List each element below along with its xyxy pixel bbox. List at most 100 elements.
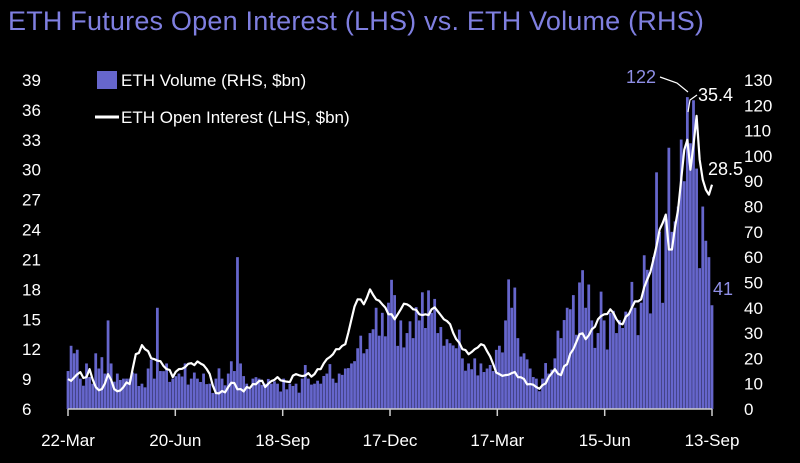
volume-bar	[470, 369, 474, 409]
volume-bar	[534, 378, 538, 409]
volume-bar	[91, 383, 95, 409]
volume-bar	[168, 381, 172, 409]
volume-bar	[399, 320, 403, 409]
volume-bar	[704, 240, 708, 409]
volume-bar	[553, 358, 557, 409]
x-axis-tick-label: 17-Mar	[470, 431, 524, 450]
volume-bar	[612, 310, 615, 409]
volume-bar	[698, 268, 702, 409]
volume-bar	[584, 307, 588, 409]
volume-bar	[433, 298, 437, 409]
left-axis-tick: 24	[22, 221, 41, 240]
volume-bar	[82, 385, 85, 409]
volume-bar	[494, 349, 498, 409]
volume-bar	[402, 347, 406, 409]
volume-bar	[648, 313, 652, 409]
volume-bar	[679, 139, 683, 409]
legend: ETH Volume (RHS, $bn) ETH Open Interest …	[95, 71, 350, 127]
volume-bar	[658, 231, 661, 409]
volume-bar	[504, 320, 507, 409]
x-axis-tick-label: 20-Jun	[149, 431, 201, 450]
volume-bar	[263, 383, 267, 409]
volume-bar	[159, 371, 162, 409]
volume-bar	[485, 368, 489, 409]
volume-bar	[556, 330, 560, 409]
volume-last-label: 41	[713, 279, 733, 299]
volume-bar	[550, 369, 554, 409]
x-axis-tick-label: 13-Sep	[685, 431, 740, 450]
volume-bar	[445, 339, 449, 409]
volume-bar	[328, 364, 332, 409]
volume-bar	[217, 368, 221, 409]
volume-bar	[146, 368, 150, 409]
volume-bar	[208, 383, 212, 409]
volume-bar	[491, 371, 495, 409]
volume-bar	[571, 295, 575, 409]
volume-bar	[427, 290, 430, 409]
volume-bar	[125, 378, 128, 409]
x-axis-tick-label: 15-Jun	[579, 431, 631, 450]
volume-bar	[630, 281, 634, 409]
volume-bar	[701, 206, 705, 409]
volume-bar	[288, 383, 292, 409]
volume-bar	[112, 381, 116, 409]
right-axis-tick: 110	[744, 122, 771, 141]
volume-bar	[162, 371, 165, 409]
volume-bar	[109, 363, 113, 409]
left-axis-ticks: 39 36 33 30 27 24 21 18 15 12 9 6	[22, 71, 41, 419]
right-axis-tick: 50	[744, 274, 763, 293]
volume-bar	[501, 352, 504, 409]
volume-bar	[202, 373, 205, 409]
volume-bar	[180, 376, 184, 409]
volume-bar	[165, 363, 168, 409]
left-axis-tick: 15	[22, 310, 41, 329]
volume-bar	[75, 349, 79, 409]
left-axis-tick: 12	[22, 340, 41, 359]
volume-bar	[531, 377, 535, 409]
legend-oi-label: ETH Open Interest (LHS, $bn)	[121, 108, 350, 127]
volume-bar	[538, 391, 541, 409]
volume-bar	[149, 359, 153, 409]
volume-bar	[624, 311, 628, 409]
volume-bar	[152, 378, 156, 409]
volume-bar	[285, 389, 289, 409]
volume-bar	[100, 357, 104, 409]
volume-bar	[316, 380, 319, 409]
left-axis-tick: 36	[22, 101, 41, 120]
volume-bar	[519, 356, 523, 409]
volume-bar	[233, 371, 236, 409]
x-axis-tick-label: 18-Sep	[255, 431, 310, 450]
volume-bar	[710, 305, 714, 409]
volume-bar	[137, 385, 141, 409]
volume-bar	[528, 368, 532, 409]
volume-bar	[673, 221, 677, 409]
volume-bar	[457, 329, 461, 409]
volume-bar	[322, 375, 326, 409]
volume-bar	[192, 372, 196, 409]
volume-bar	[273, 381, 276, 409]
volume-bar	[645, 269, 649, 409]
volume-bar	[282, 378, 286, 409]
volume-bar	[248, 389, 252, 409]
volume-bar	[276, 383, 279, 409]
volume-bar	[245, 383, 249, 409]
volume-bar	[636, 335, 640, 409]
volume-bar	[310, 384, 313, 409]
right-axis-tick: 10	[744, 375, 763, 394]
volume-bar	[380, 312, 384, 409]
volume-bar	[439, 327, 443, 409]
volume-bar	[279, 391, 282, 409]
right-axis-tick: 120	[744, 96, 772, 115]
volume-bar	[633, 307, 637, 409]
volume-bar	[655, 172, 658, 409]
volume-bar	[128, 378, 132, 409]
volume-bar	[562, 320, 566, 409]
volume-bars	[66, 97, 714, 410]
volume-bar	[621, 328, 625, 409]
volume-bar	[581, 270, 584, 409]
volume-bar	[454, 348, 458, 409]
volume-bar	[260, 384, 264, 409]
volume-bar	[155, 307, 159, 409]
volume-bar	[667, 147, 671, 410]
